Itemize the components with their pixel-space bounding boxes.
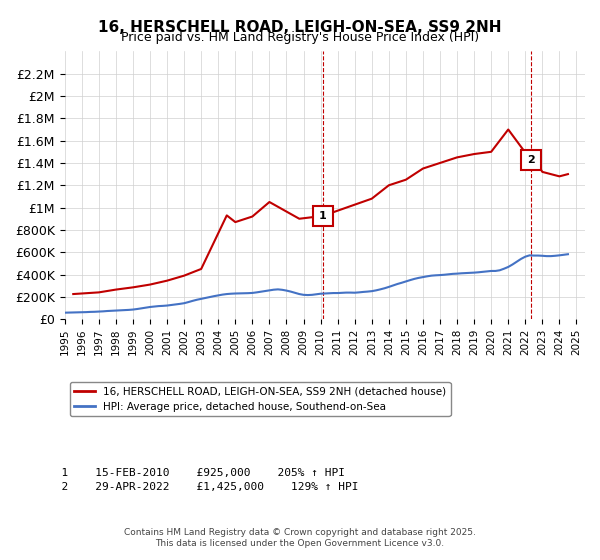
Text: 2    29-APR-2022    £1,425,000    129% ↑ HPI: 2 29-APR-2022 £1,425,000 129% ↑ HPI: [48, 482, 359, 492]
Text: 1: 1: [319, 211, 326, 221]
Text: Contains HM Land Registry data © Crown copyright and database right 2025.
This d: Contains HM Land Registry data © Crown c…: [124, 528, 476, 548]
Text: Price paid vs. HM Land Registry's House Price Index (HPI): Price paid vs. HM Land Registry's House …: [121, 31, 479, 44]
Text: 2: 2: [527, 155, 535, 165]
Text: 16, HERSCHELL ROAD, LEIGH-ON-SEA, SS9 2NH: 16, HERSCHELL ROAD, LEIGH-ON-SEA, SS9 2N…: [98, 20, 502, 35]
Legend: 16, HERSCHELL ROAD, LEIGH-ON-SEA, SS9 2NH (detached house), HPI: Average price, : 16, HERSCHELL ROAD, LEIGH-ON-SEA, SS9 2N…: [70, 382, 451, 416]
Text: 1    15-FEB-2010    £925,000    205% ↑ HPI: 1 15-FEB-2010 £925,000 205% ↑ HPI: [48, 468, 345, 478]
